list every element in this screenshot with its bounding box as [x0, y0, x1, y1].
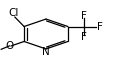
Text: Cl: Cl [8, 8, 19, 18]
Text: F: F [80, 32, 86, 42]
Text: F: F [97, 21, 102, 32]
Text: N: N [42, 47, 49, 57]
Text: F: F [80, 11, 86, 21]
Text: O: O [6, 41, 14, 51]
